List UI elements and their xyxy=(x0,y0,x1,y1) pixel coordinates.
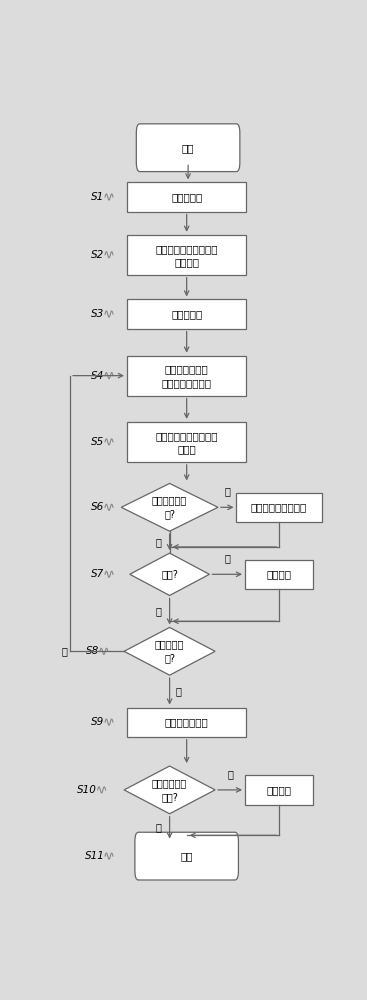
FancyBboxPatch shape xyxy=(135,832,239,880)
Text: 是否需要调整: 是否需要调整 xyxy=(152,778,187,788)
Text: 新网络替代当前网络: 新网络替代当前网络 xyxy=(251,502,307,512)
FancyBboxPatch shape xyxy=(127,708,246,737)
FancyBboxPatch shape xyxy=(127,422,246,462)
Text: 调整网络: 调整网络 xyxy=(266,785,292,795)
Text: 结束: 结束 xyxy=(181,851,193,861)
Text: 否: 否 xyxy=(155,823,161,833)
Text: 是: 是 xyxy=(224,554,230,564)
FancyBboxPatch shape xyxy=(245,775,313,805)
Text: S3: S3 xyxy=(91,309,105,319)
Text: S10: S10 xyxy=(77,785,97,795)
Polygon shape xyxy=(124,766,215,814)
FancyBboxPatch shape xyxy=(127,182,246,212)
Text: S9: S9 xyxy=(91,717,105,727)
Text: 网络?: 网络? xyxy=(161,792,178,802)
FancyBboxPatch shape xyxy=(127,356,246,396)
Text: S11: S11 xyxy=(84,851,105,861)
FancyBboxPatch shape xyxy=(136,124,240,172)
Text: 开始: 开始 xyxy=(182,143,195,153)
Text: 降温?: 降温? xyxy=(161,569,178,579)
Text: 否: 否 xyxy=(61,646,67,656)
Text: S5: S5 xyxy=(91,437,105,447)
Text: 由当前网络变化: 由当前网络变化 xyxy=(165,365,208,375)
Polygon shape xyxy=(130,553,210,595)
Text: 建立线形规划模型优化: 建立线形规划模型优化 xyxy=(155,431,218,441)
Text: 所有多分段流股转成单: 所有多分段流股转成单 xyxy=(155,244,218,254)
Text: S8: S8 xyxy=(86,646,99,656)
Text: S2: S2 xyxy=(91,250,105,260)
Text: S4: S4 xyxy=(91,371,105,381)
Text: 初始化参数: 初始化参数 xyxy=(171,309,202,319)
Polygon shape xyxy=(124,627,215,675)
Text: 转回多分段流股: 转回多分段流股 xyxy=(165,717,208,727)
Text: S6: S6 xyxy=(91,502,105,512)
Text: 是: 是 xyxy=(227,769,233,779)
Text: 产生一个新的网络: 产生一个新的网络 xyxy=(162,378,212,388)
Text: S7: S7 xyxy=(91,569,105,579)
Text: 达到终止条: 达到终止条 xyxy=(155,639,184,649)
Text: 否: 否 xyxy=(155,606,161,616)
Text: 网络初始化: 网络初始化 xyxy=(171,192,202,202)
Text: 新网络: 新网络 xyxy=(177,444,196,454)
Text: 络?: 络? xyxy=(164,509,175,519)
Polygon shape xyxy=(121,483,218,531)
FancyBboxPatch shape xyxy=(127,299,246,329)
Text: 是: 是 xyxy=(224,487,230,497)
Text: 是: 是 xyxy=(175,686,181,696)
Text: 是否接受新网: 是否接受新网 xyxy=(152,495,187,505)
FancyBboxPatch shape xyxy=(245,560,313,589)
Text: 否: 否 xyxy=(155,537,161,547)
Text: 件?: 件? xyxy=(164,653,175,663)
Text: 更新温度: 更新温度 xyxy=(266,569,292,579)
FancyBboxPatch shape xyxy=(127,235,246,275)
Text: 分段流股: 分段流股 xyxy=(174,257,199,267)
Text: S1: S1 xyxy=(91,192,105,202)
FancyBboxPatch shape xyxy=(236,493,322,522)
